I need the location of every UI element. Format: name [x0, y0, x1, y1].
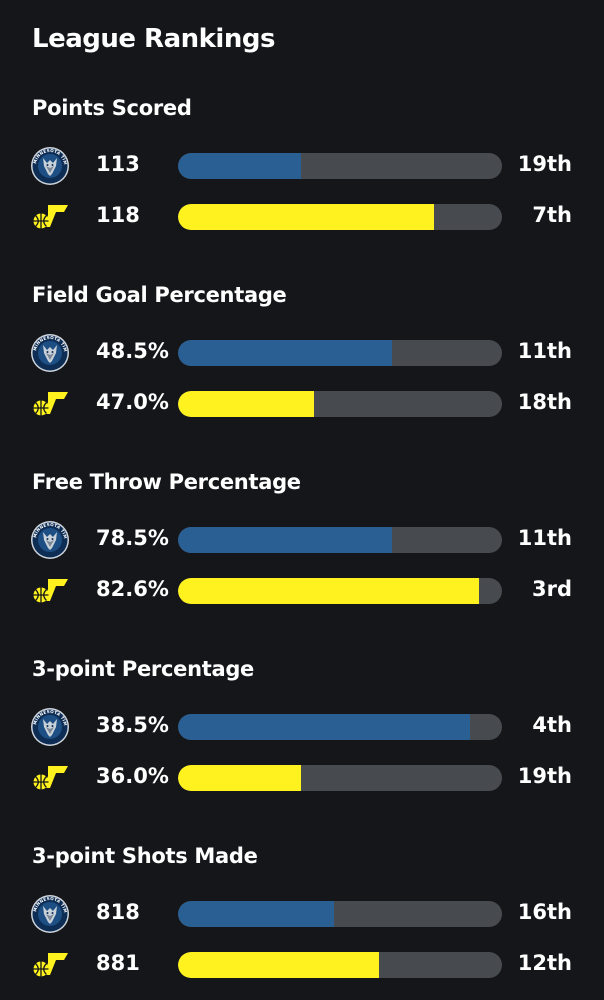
timberwolves-logo-icon: MINNESOTA TIMBERWOLVES: [28, 142, 70, 186]
team-stat-row: 47.0% 18th: [0, 384, 604, 424]
section-title: 3-point Percentage: [32, 657, 255, 681]
ranking-section: 3-point Shots Made MINNESOTA TIMBERWOLVE…: [0, 844, 604, 994]
ranking-bar-fill: [178, 901, 334, 927]
ranking-bar-fill: [178, 340, 392, 366]
stat-value: 118: [96, 203, 140, 227]
team-stat-row: 82.6% 3rd: [0, 571, 604, 611]
timberwolves-logo-icon: MINNESOTA TIMBERWOLVES: [28, 329, 70, 373]
league-rank: 4th: [532, 713, 572, 737]
league-rank: 11th: [517, 526, 572, 550]
league-rank: 3rd: [531, 577, 572, 601]
team-stat-row: MINNESOTA TIMBERWOLVES 38.5% 4th: [0, 703, 604, 747]
stat-value: 47.0%: [96, 390, 169, 414]
team-stat-row: 36.0% 19th: [0, 758, 604, 798]
league-rank: 12th: [517, 951, 572, 975]
league-rank: 19th: [517, 152, 572, 176]
team-stat-row: MINNESOTA TIMBERWOLVES 78.5% 11th: [0, 516, 604, 560]
ranking-bar-fill: [178, 714, 470, 740]
stat-value: 48.5%: [96, 339, 169, 363]
jazz-logo-icon: [30, 945, 70, 985]
ranking-bar: [178, 204, 502, 230]
ranking-bar-fill: [178, 391, 315, 417]
stat-value: 881: [96, 951, 140, 975]
league-rank: 16th: [517, 900, 572, 924]
section-title: 3-point Shots Made: [32, 844, 258, 868]
ranking-bar-fill: [178, 527, 392, 553]
jazz-logo-icon: [30, 571, 70, 611]
ranking-section: 3-point Percentage MINNESOTA TIMBERWOLVE…: [0, 657, 604, 807]
stat-value: 113: [96, 152, 140, 176]
league-rank: 7th: [532, 203, 572, 227]
ranking-section: Free Throw Percentage MINNESOTA TIMBERWO…: [0, 470, 604, 620]
ranking-bar-fill: [178, 952, 379, 978]
ranking-bar: [178, 952, 502, 978]
ranking-bar: [178, 765, 502, 791]
ranking-bar: [178, 527, 502, 553]
team-stat-row: 118 7th: [0, 197, 604, 237]
team-stat-row: MINNESOTA TIMBERWOLVES 113 19th: [0, 142, 604, 186]
section-title: Field Goal Percentage: [32, 283, 287, 307]
jazz-logo-icon: [30, 384, 70, 424]
ranking-bar-fill: [178, 153, 302, 179]
section-title: Free Throw Percentage: [32, 470, 301, 494]
league-rank: 18th: [517, 390, 572, 414]
ranking-bar: [178, 391, 502, 417]
stat-value: 36.0%: [96, 764, 169, 788]
timberwolves-logo-icon: MINNESOTA TIMBERWOLVES: [28, 703, 70, 747]
stat-value: 38.5%: [96, 713, 169, 737]
stat-value: 818: [96, 900, 140, 924]
ranking-bar-fill: [178, 578, 480, 604]
ranking-bar: [178, 153, 502, 179]
ranking-bar-fill: [178, 765, 302, 791]
ranking-section: Points Scored MINNESOTA TIMBERWOLVES 113…: [0, 96, 604, 246]
league-rank: 19th: [517, 764, 572, 788]
stat-value: 82.6%: [96, 577, 169, 601]
league-rank: 11th: [517, 339, 572, 363]
jazz-logo-icon: [30, 758, 70, 798]
ranking-section: Field Goal Percentage MINNESOTA TIMBERWO…: [0, 283, 604, 433]
page-title: League Rankings: [32, 24, 275, 54]
stat-value: 78.5%: [96, 526, 169, 550]
ranking-bar: [178, 578, 502, 604]
ranking-bar: [178, 901, 502, 927]
ranking-bar: [178, 714, 502, 740]
team-stat-row: MINNESOTA TIMBERWOLVES 48.5% 11th: [0, 329, 604, 373]
jazz-logo-icon: [30, 197, 70, 237]
team-stat-row: MINNESOTA TIMBERWOLVES 818 16th: [0, 890, 604, 934]
timberwolves-logo-icon: MINNESOTA TIMBERWOLVES: [28, 890, 70, 934]
team-stat-row: 881 12th: [0, 945, 604, 985]
section-title: Points Scored: [32, 96, 192, 120]
timberwolves-logo-icon: MINNESOTA TIMBERWOLVES: [28, 516, 70, 560]
ranking-bar: [178, 340, 502, 366]
ranking-bar-fill: [178, 204, 434, 230]
